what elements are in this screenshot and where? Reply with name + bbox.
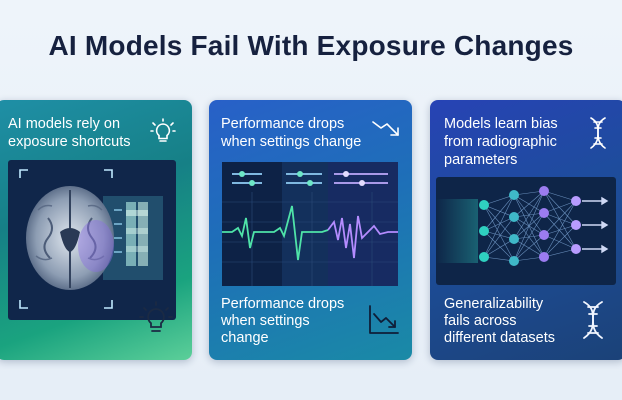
brain-scan-panel [8, 160, 176, 320]
waveform-line-unstable [327, 215, 398, 259]
page-title: AI Models Fail With Exposure Changes [48, 30, 574, 61]
chart-decline-icon [369, 305, 399, 334]
card-1-text: AI models rely on exposure shortcuts [8, 115, 131, 151]
card-3-bottom-line-2: fails across [444, 313, 517, 329]
card-1-line-2: exposure shortcuts [8, 134, 131, 150]
card-2-line-1: Performance drops [221, 116, 345, 132]
card-3-bottom-line-3: different datasets [444, 330, 555, 346]
card-2-text-top: Performance drops when settings change [221, 115, 361, 151]
card-3-line-1: Models learn bias [444, 116, 558, 132]
waveform-line-stable [222, 205, 329, 261]
card-1-line-1: AI models rely on [8, 116, 121, 132]
dna-icon [590, 117, 606, 149]
card-2-text-bottom: Performance drops when settings change [221, 296, 344, 347]
neural-network-panel [436, 177, 616, 285]
lightbulb-icon [150, 118, 176, 142]
card-radiographic-bias: Models learn bias from radiographic para… [430, 100, 622, 360]
card-3-bottom-line-1: Generalizability [444, 296, 544, 312]
lightbulb-icon [139, 301, 173, 332]
card-performance-drops: Performance drops when settings change [209, 100, 412, 360]
slider-controls [232, 171, 388, 186]
card-3-text-top: Models learn bias from radiographic para… [444, 115, 558, 169]
trend-down-icon [372, 121, 399, 136]
card-2-bottom-line-1: Performance drops [221, 296, 345, 312]
brain-scan-illustration [19, 169, 163, 309]
waveform-monitor-illustration [222, 162, 398, 286]
card-2-bottom-line-2: when settings [221, 313, 310, 329]
card-2-bottom-line-3: change [221, 330, 269, 346]
card-3-line-2: from radiographic [444, 134, 557, 150]
card-exposure-shortcuts: AI models rely on exposure shortcuts [0, 100, 192, 360]
dna-icon [583, 301, 603, 339]
waveform-monitor-panel [222, 162, 398, 286]
card-3-line-3: parameters [444, 152, 518, 168]
card-3-text-bottom: Generalizability fails across different … [444, 296, 555, 347]
neural-network-illustration [436, 186, 609, 266]
card-2-line-2: when settings change [221, 134, 362, 150]
